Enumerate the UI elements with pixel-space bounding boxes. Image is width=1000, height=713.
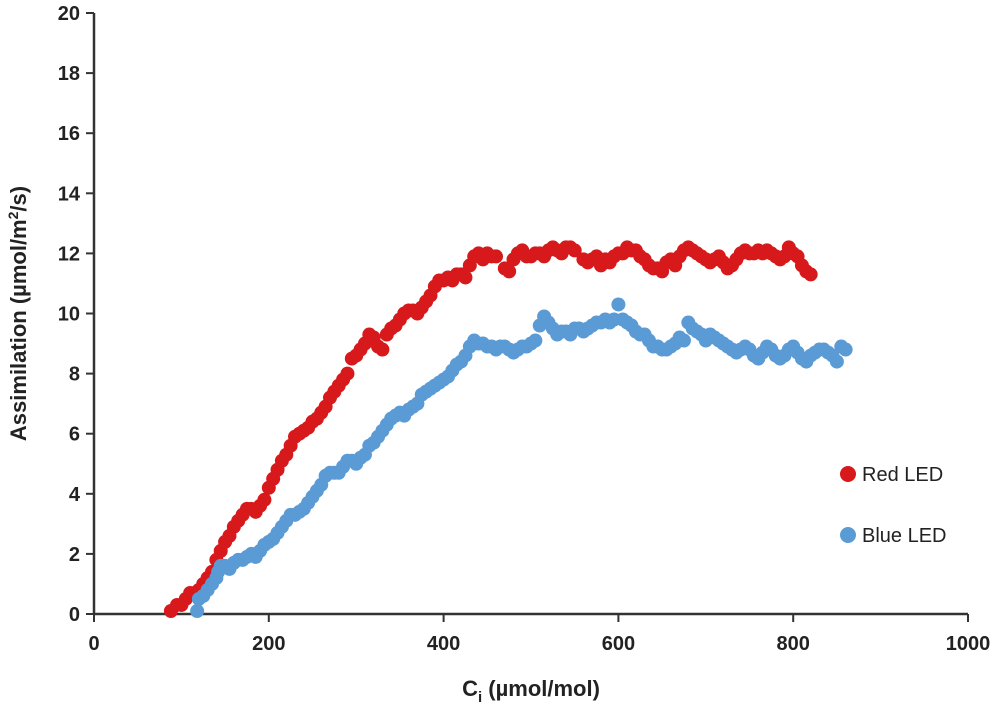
x-axis-title: Ci (µmol/mol) <box>462 676 600 706</box>
data-point <box>375 342 390 357</box>
x-tick-label: 600 <box>602 633 635 655</box>
y-tick-label: 14 <box>58 183 81 205</box>
legend-label: Blue LED <box>862 525 947 547</box>
x-tick-label: 0 <box>88 633 99 655</box>
data-point <box>190 603 205 618</box>
data-point <box>829 354 844 369</box>
legend: Red LED Blue LED <box>840 464 947 547</box>
data-point <box>502 264 517 279</box>
y-axis-title: Assimilation (µmol/m2/s) <box>5 186 31 441</box>
x-tick-label: 400 <box>427 633 460 655</box>
y-tick-label: 4 <box>69 484 81 506</box>
y-tick-label: 0 <box>69 604 80 626</box>
y-tick-label: 18 <box>58 63 80 85</box>
y-tick-label: 12 <box>58 243 80 265</box>
legend-marker <box>840 466 856 482</box>
data-point <box>803 267 818 282</box>
series-blue-led <box>190 297 853 618</box>
legend-label: Red LED <box>862 464 943 486</box>
data-point <box>611 297 626 312</box>
y-tick-label: 2 <box>69 544 80 566</box>
data-point <box>257 492 272 507</box>
data-point <box>567 243 582 258</box>
x-tick-label: 800 <box>777 633 810 655</box>
y-tick-label: 6 <box>69 424 80 446</box>
data-point <box>528 333 543 348</box>
data-point <box>489 249 504 264</box>
data-point <box>340 366 355 381</box>
y-tick-label: 10 <box>58 304 80 326</box>
y-tick-label: 16 <box>58 123 80 145</box>
x-tick-label: 1000 <box>946 633 991 655</box>
data-points <box>163 240 853 618</box>
legend-marker <box>840 527 856 543</box>
data-point <box>458 270 473 285</box>
x-tick-label: 200 <box>252 633 285 655</box>
axes <box>86 12 969 622</box>
data-point <box>676 333 691 348</box>
series-red-led <box>163 240 818 618</box>
y-tick-label: 20 <box>58 3 80 25</box>
data-point <box>838 342 853 357</box>
y-tick-label: 8 <box>69 364 80 386</box>
